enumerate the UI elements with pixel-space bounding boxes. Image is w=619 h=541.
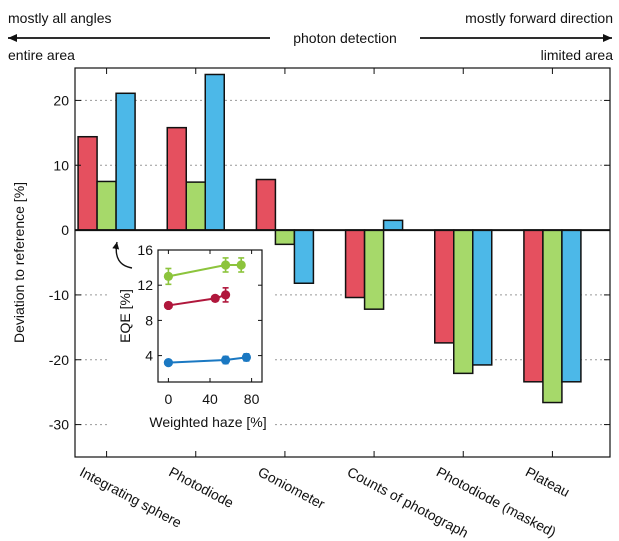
inset-x-tick-label: 40 <box>202 391 218 407</box>
bar <box>453 229 474 375</box>
inset-point <box>221 260 231 270</box>
header-right-bottom: limited area <box>541 47 614 63</box>
y-tick-label: -10 <box>49 287 69 303</box>
bar <box>382 219 404 231</box>
inset-point <box>236 260 246 270</box>
y-tick-label: -20 <box>49 352 69 368</box>
bar <box>542 229 563 404</box>
bar <box>523 229 544 383</box>
photon-detection-header: mostly all angles photon detection mostl… <box>8 10 613 63</box>
inset-background <box>110 238 272 434</box>
inset-point <box>163 358 173 368</box>
inset-x-tick-label: 80 <box>244 391 260 407</box>
bar <box>204 73 225 231</box>
header-center: photon detection <box>293 30 397 46</box>
bar <box>255 178 277 231</box>
inset-y-tick-label: 12 <box>137 277 153 293</box>
inset-point <box>241 352 251 362</box>
y-axis-label: Deviation to reference [%] <box>11 182 27 343</box>
y-tick-label: -30 <box>49 417 69 433</box>
inset-point <box>163 271 173 281</box>
x-tick-label: Photodiode <box>166 464 236 511</box>
inset-point <box>210 293 220 303</box>
inset-point <box>163 300 173 311</box>
plot-frame <box>74 67 611 458</box>
bar <box>434 229 455 344</box>
bar <box>344 229 366 299</box>
bar <box>293 229 315 284</box>
bar <box>363 229 385 310</box>
inset-point <box>221 355 231 365</box>
inset-chart: 4 8 12 16 0 40 80 Weighted haze [%] EQE [%] <box>110 238 272 434</box>
inset-y-tick-label: 4 <box>145 348 153 364</box>
y-tick-label: 0 <box>61 222 69 238</box>
bar <box>561 229 582 383</box>
y-tick-label: 20 <box>53 92 69 108</box>
inset-pointer-arrow <box>112 241 133 269</box>
y-axis: 20 10 0 -10 -20 -30 <box>49 92 610 433</box>
inset-y-tick-label: 8 <box>145 312 153 328</box>
y-tick-label: 10 <box>53 157 69 173</box>
inset-y-tick-label: 16 <box>137 242 153 258</box>
header-left-top: mostly all angles <box>8 10 112 26</box>
bar <box>274 229 296 246</box>
bar <box>472 229 493 366</box>
inset-point <box>221 290 231 300</box>
inset-x-axis-label: Weighted haze [%] <box>149 414 266 430</box>
bar <box>185 181 206 231</box>
header-right-top: mostly forward direction <box>465 10 613 26</box>
bar <box>96 180 117 231</box>
x-tick-label: Plateau <box>523 464 572 500</box>
inset-x-tick-label: 0 <box>165 391 173 407</box>
x-tick-label: Goniometer <box>256 464 328 513</box>
bar <box>115 92 136 231</box>
bar <box>77 135 98 231</box>
inset-y-axis-label: EQE [%] <box>117 289 133 343</box>
grid-lines <box>75 99 610 426</box>
bar <box>166 126 187 231</box>
header-left-bottom: entire area <box>8 47 75 63</box>
